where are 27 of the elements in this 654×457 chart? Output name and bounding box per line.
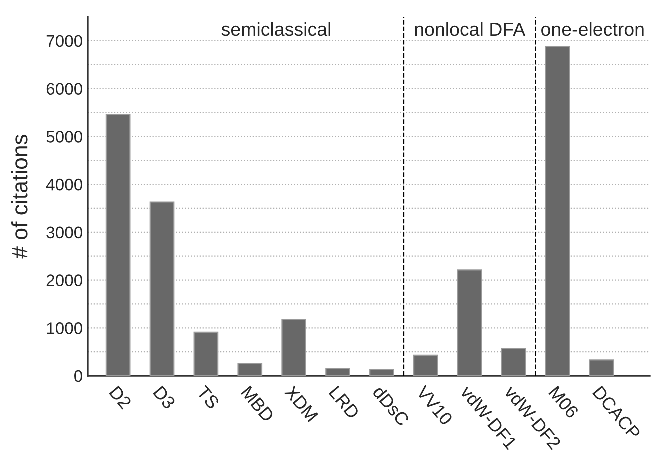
y-tick-label: 6000 xyxy=(46,83,82,96)
annotation: semiclassical xyxy=(222,22,330,36)
bar xyxy=(282,319,306,376)
x-tick-label: TS xyxy=(196,384,220,410)
bar xyxy=(106,114,131,376)
y-tick-label: 0 xyxy=(74,370,82,382)
annotation: one-electron xyxy=(542,22,644,36)
x-tick-label: D3 xyxy=(153,386,176,410)
bar xyxy=(194,332,219,376)
bar xyxy=(413,354,438,376)
y-tick-label: 4000 xyxy=(46,178,82,191)
bar xyxy=(589,360,614,376)
bar xyxy=(150,202,175,376)
y-tick-label: 2000 xyxy=(46,274,82,286)
bar xyxy=(545,46,570,376)
y-tick-label: 7000 xyxy=(46,35,82,48)
annotation: nonlocal DFA xyxy=(415,22,526,36)
x-tick-label: D2 xyxy=(109,386,132,410)
bar xyxy=(370,369,394,376)
bar xyxy=(326,368,350,376)
bar xyxy=(501,348,526,376)
y-tick-label: 3000 xyxy=(46,226,82,239)
y-axis-title: # of citations xyxy=(11,134,28,259)
bar xyxy=(457,270,482,376)
bar xyxy=(238,363,263,376)
y-tick-label: 1000 xyxy=(47,322,82,334)
y-tick-label: 5000 xyxy=(46,131,82,143)
